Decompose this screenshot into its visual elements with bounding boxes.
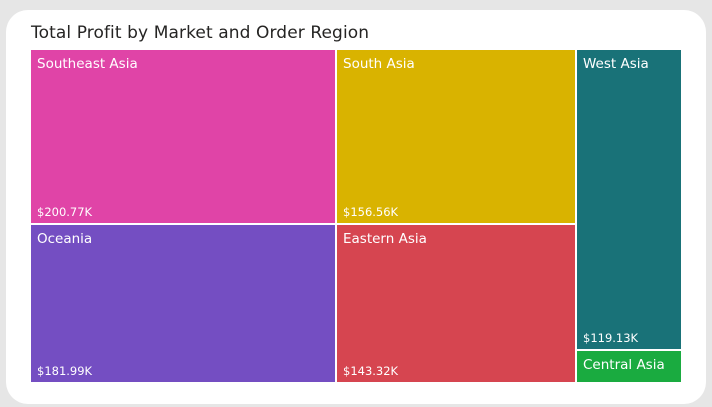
tile-west-asia[interactable]: West Asia $119.13K	[576, 49, 682, 350]
tile-value: $181.99K	[37, 364, 93, 378]
tile-central-asia[interactable]: Central Asia	[576, 350, 682, 383]
tile-label: West Asia	[583, 56, 649, 72]
tile-label: Southeast Asia	[37, 56, 138, 72]
tile-label: Eastern Asia	[343, 231, 427, 247]
tile-label: South Asia	[343, 56, 415, 72]
chart-title: Total Profit by Market and Order Region	[31, 23, 370, 43]
tile-value: $156.56K	[343, 205, 399, 219]
tile-oceania[interactable]: Oceania $181.99K	[30, 224, 336, 383]
tile-value: $143.32K	[343, 364, 399, 378]
tile-label: Oceania	[37, 231, 93, 247]
tile-eastern-asia[interactable]: Eastern Asia $143.32K	[336, 224, 576, 383]
tile-southeast-asia[interactable]: Southeast Asia $200.77K	[30, 49, 336, 224]
tile-value: $119.13K	[583, 331, 639, 345]
tile-value: $200.77K	[37, 205, 93, 219]
tile-south-asia[interactable]: South Asia $156.56K	[336, 49, 576, 224]
tile-label: Central Asia	[583, 357, 665, 373]
